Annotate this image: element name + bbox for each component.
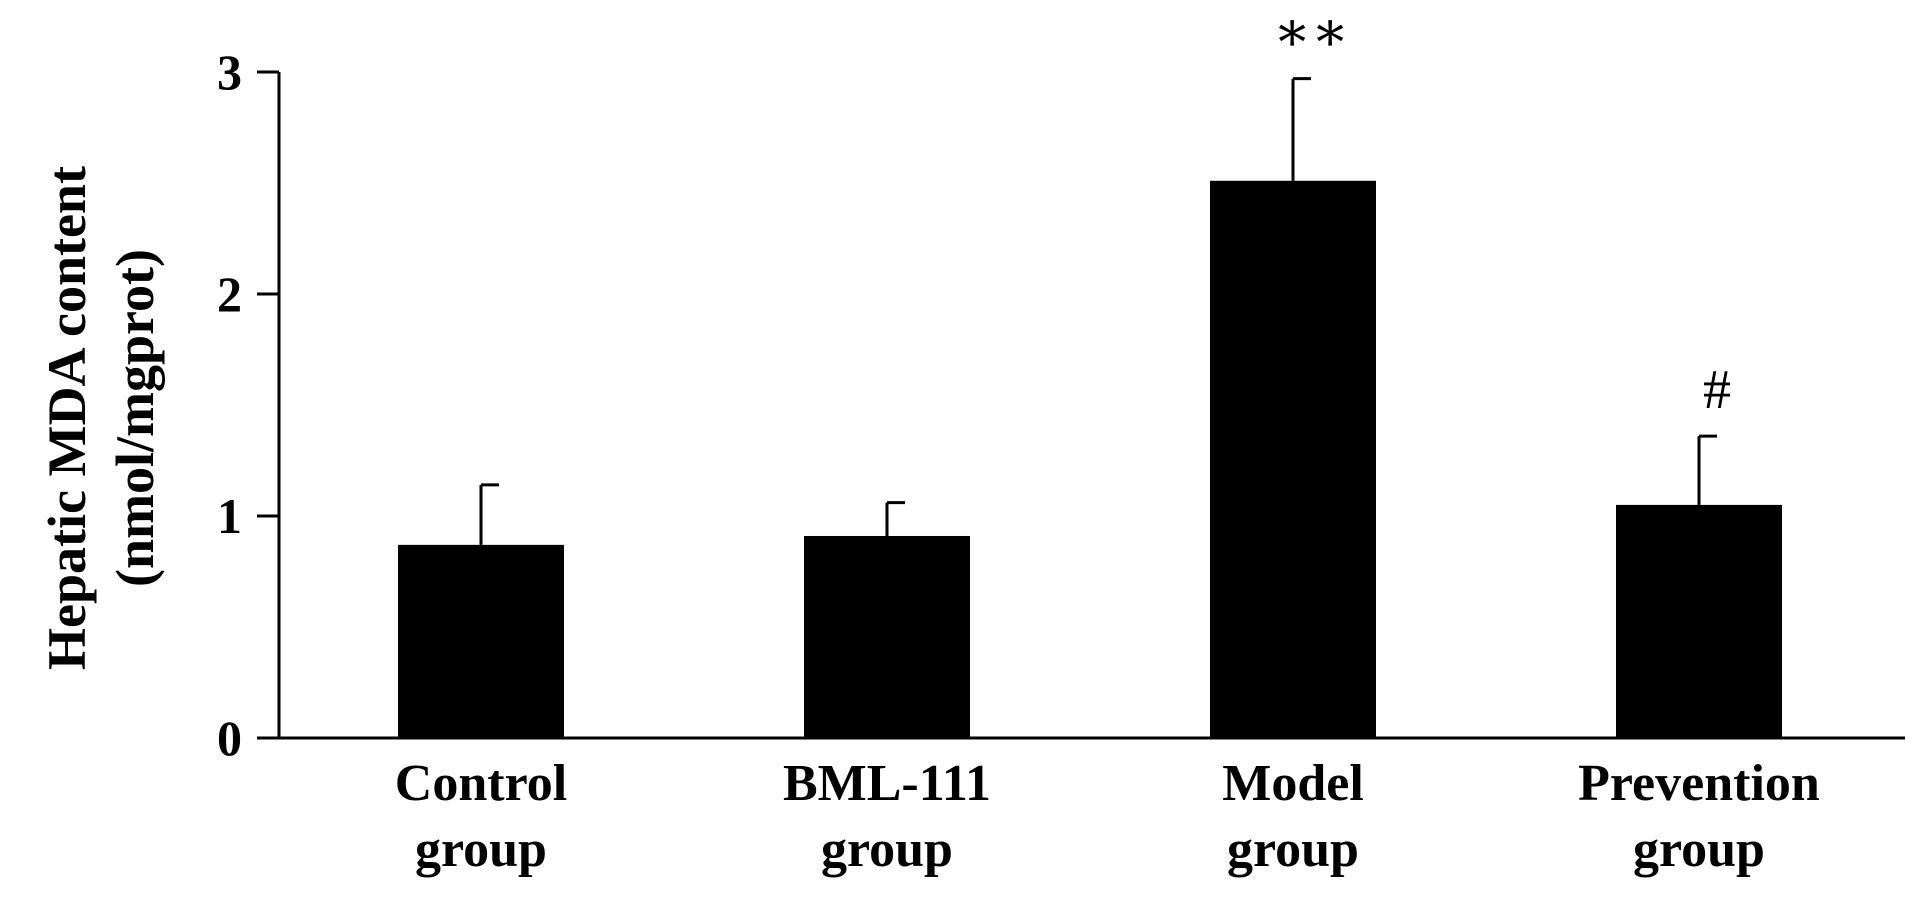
- y-axis-title-line1: Hepatic MDA content: [37, 166, 97, 670]
- y-tick-label: 2: [217, 266, 242, 322]
- x-tick-label-line2: group: [821, 821, 953, 878]
- x-tick-label-line1: BML-111: [783, 755, 991, 812]
- y-tick-label: 1: [217, 488, 242, 544]
- error-bar: [1697, 434, 1717, 505]
- bar: [804, 535, 970, 738]
- x-tick-label-line2: group: [415, 821, 547, 878]
- bars-layer: [398, 180, 1782, 738]
- bar: [398, 544, 564, 738]
- x-labels-layer: Control group BML-111 group Model group Preven…: [395, 755, 1820, 878]
- bar: [1616, 504, 1782, 738]
- x-tick-label-line1: Prevention: [1578, 755, 1820, 812]
- y-tick-label: 3: [217, 44, 242, 100]
- x-tick-label-line2: group: [1227, 821, 1359, 878]
- annotations-layer: ∗∗ #: [1273, 2, 1731, 421]
- y-tick-label: 0: [217, 710, 242, 766]
- y-axis-title-line2: (nmol/mgprot): [105, 249, 165, 587]
- y-ticks-layer: 0 1 2 3: [217, 44, 279, 766]
- error-bar: [885, 501, 905, 536]
- x-tick-label-line2: group: [1633, 821, 1765, 878]
- error-bars-layer: [479, 77, 1717, 545]
- significance-label: #: [1703, 359, 1731, 421]
- axes-layer: [277, 72, 1905, 740]
- error-bar: [1291, 77, 1311, 181]
- significance-label: ∗∗: [1273, 2, 1349, 64]
- y-axis-title: Hepatic MDA content (nmol/mgprot): [37, 166, 165, 670]
- x-tick-label-line1: Control: [395, 755, 567, 812]
- error-bar: [479, 483, 499, 545]
- bar: [1210, 180, 1376, 738]
- x-tick-label-line1: Model: [1222, 755, 1364, 812]
